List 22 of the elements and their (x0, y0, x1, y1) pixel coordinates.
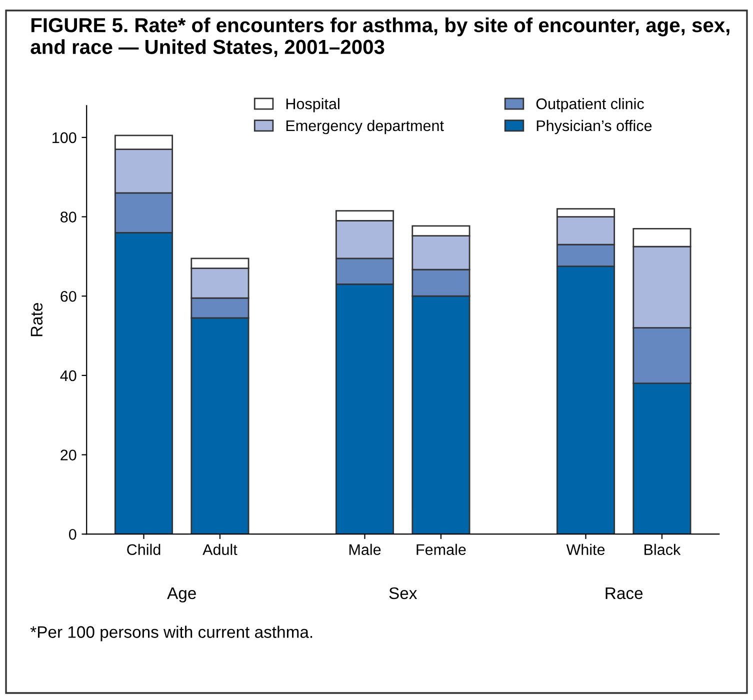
x-tick-label: Female (416, 544, 466, 556)
x-tick-label: White (566, 544, 605, 556)
chart-title: FIGURE 5. Rate* of encounters for asthma, by site of encounter, age, sex, and race — United States, 2001–2003 (30, 18, 730, 57)
legend-label: Emergency department (286, 120, 444, 134)
text: Sex (389, 587, 418, 600)
x-tick-label: Male (349, 544, 381, 556)
y-tick-label: 100 (52, 132, 76, 144)
y-tick-label: 80 (60, 212, 76, 222)
y-tick-label: 0 (68, 528, 76, 540)
y-tick-label: 20 (60, 450, 76, 460)
y-tick-label: 60 (60, 290, 76, 302)
text: *Per 100 persons with current asthma. (30, 626, 312, 642)
text: Age (167, 587, 196, 602)
legend-label: Outpatient clinic (536, 98, 644, 112)
x-tick-label: Adult (202, 544, 238, 556)
y-axis-title: Rate (30, 303, 43, 336)
legend-label: Physician’s office (536, 120, 652, 134)
x-tick-label: Child (127, 544, 160, 556)
text: Race (606, 587, 643, 600)
y-tick-label: 40 (60, 370, 76, 382)
legend-label: Hospital (286, 98, 340, 112)
x-tick-label: Black (644, 544, 681, 556)
